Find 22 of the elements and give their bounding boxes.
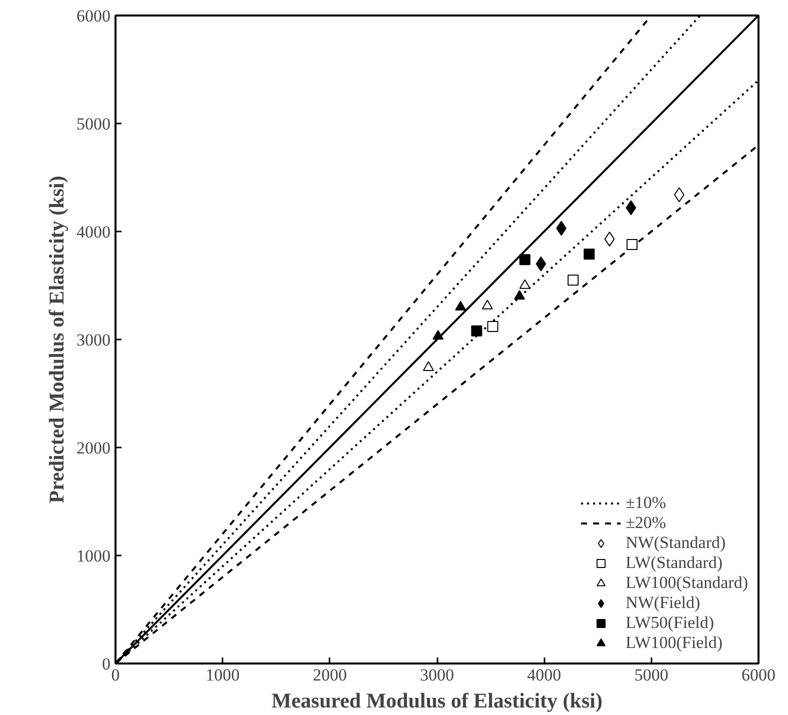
- y-axis-title: Predicted Modulus of Elasticity (ksi): [44, 176, 68, 504]
- legend-label: ±20%: [626, 513, 666, 533]
- x-tick-label: 4000: [527, 666, 562, 684]
- y-tick-label: 3000: [76, 330, 110, 350]
- y-tick-label: 5000: [76, 114, 110, 134]
- x-tick-label: 6000: [742, 666, 776, 684]
- x-tick-label: 3000: [420, 666, 454, 684]
- x-tick-label: 1000: [206, 666, 240, 684]
- y-tick-label: 1000: [76, 546, 110, 566]
- legend-label: NW(Standard): [626, 533, 726, 553]
- y-tick-label: 6000: [76, 6, 110, 26]
- x-tick-label: 2000: [312, 666, 347, 684]
- x-axis-title: Measured Modulus of Elasticity (ksi): [272, 688, 602, 712]
- legend-label: LW(Standard): [626, 553, 722, 573]
- y-tick-label: 4000: [76, 222, 110, 242]
- legend-label: LW100(Field): [626, 633, 723, 653]
- x-tick-label: 5000: [634, 666, 668, 684]
- y-tick-label: 2000: [76, 438, 110, 458]
- legend-label: NW(Field): [626, 593, 700, 613]
- legend-label: LW100(Standard): [626, 573, 748, 593]
- legend-label: LW50(Field): [626, 613, 714, 633]
- legend-label: ±10%: [626, 493, 666, 513]
